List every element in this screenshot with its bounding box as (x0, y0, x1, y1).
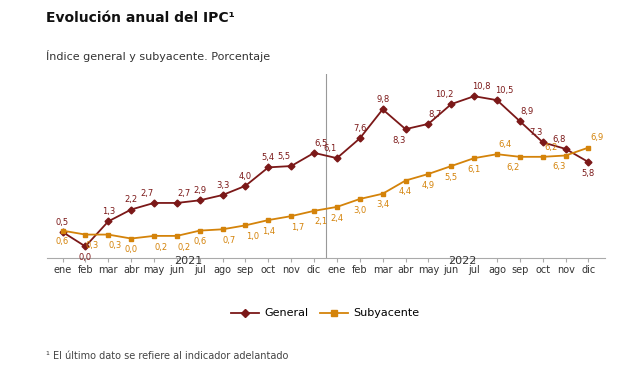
Text: 3,3: 3,3 (216, 181, 229, 190)
Text: 6,8: 6,8 (552, 135, 565, 144)
Text: 8,7: 8,7 (428, 110, 442, 119)
Text: 0,0: 0,0 (79, 253, 92, 262)
Text: 6,2: 6,2 (544, 142, 558, 152)
Text: 10,8: 10,8 (472, 82, 490, 91)
Text: 4,0: 4,0 (239, 172, 252, 180)
Text: 5,5: 5,5 (278, 152, 291, 161)
Text: 0,6: 0,6 (193, 237, 206, 246)
Text: ¹ El último dato se refiere al indicador adelantado: ¹ El último dato se refiere al indicador… (46, 351, 289, 361)
Text: 1,4: 1,4 (262, 227, 275, 236)
Text: 6,4: 6,4 (498, 140, 512, 149)
Text: 0,0: 0,0 (125, 245, 138, 254)
Legend: General, Subyacente: General, Subyacente (227, 304, 424, 323)
Text: 10,5: 10,5 (495, 86, 513, 95)
Text: 7,3: 7,3 (529, 128, 542, 137)
Text: 0,5: 0,5 (56, 218, 69, 227)
Text: 2022: 2022 (448, 256, 477, 266)
Text: 2,2: 2,2 (125, 195, 138, 204)
Text: 1,3: 1,3 (102, 207, 115, 216)
Text: 6,1: 6,1 (467, 165, 481, 174)
Text: 2,7: 2,7 (140, 189, 154, 198)
Text: 5,4: 5,4 (262, 153, 275, 162)
Text: 5,8: 5,8 (582, 169, 595, 178)
Text: 0,3: 0,3 (108, 241, 122, 250)
Text: 1,0: 1,0 (246, 232, 259, 241)
Text: 5,5: 5,5 (445, 173, 458, 182)
Text: 0,6: 0,6 (56, 237, 69, 246)
Text: Evolución anual del IPC¹: Evolución anual del IPC¹ (46, 11, 235, 25)
Text: 6,3: 6,3 (552, 162, 565, 171)
Text: 0,7: 0,7 (223, 236, 236, 245)
Text: 6,9: 6,9 (590, 133, 603, 142)
Text: 2,1: 2,1 (314, 217, 327, 227)
Text: Índice general y subyacente. Porcentaje: Índice general y subyacente. Porcentaje (46, 50, 270, 62)
Text: 6,5: 6,5 (314, 139, 327, 148)
Text: 2,7: 2,7 (177, 189, 190, 198)
Text: 2,9: 2,9 (193, 186, 206, 195)
Text: 0,2: 0,2 (154, 242, 167, 252)
Text: 3,0: 3,0 (353, 206, 366, 215)
Text: 6,2: 6,2 (507, 163, 520, 172)
Text: 3,4: 3,4 (376, 200, 389, 209)
Text: 0,2: 0,2 (177, 242, 190, 252)
Text: 2021: 2021 (174, 256, 202, 266)
Text: 4,4: 4,4 (399, 187, 412, 196)
Text: 2,4: 2,4 (330, 214, 343, 223)
Text: 10,2: 10,2 (435, 90, 453, 99)
Text: 8,3: 8,3 (392, 136, 405, 145)
Text: 9,8: 9,8 (376, 95, 389, 104)
Text: 8,9: 8,9 (520, 107, 533, 116)
Text: 7,6: 7,6 (353, 124, 366, 133)
Text: 1,7: 1,7 (291, 223, 305, 232)
Text: 6,1: 6,1 (324, 144, 337, 153)
Text: 0,3: 0,3 (86, 241, 99, 250)
Text: 4,9: 4,9 (422, 180, 435, 190)
